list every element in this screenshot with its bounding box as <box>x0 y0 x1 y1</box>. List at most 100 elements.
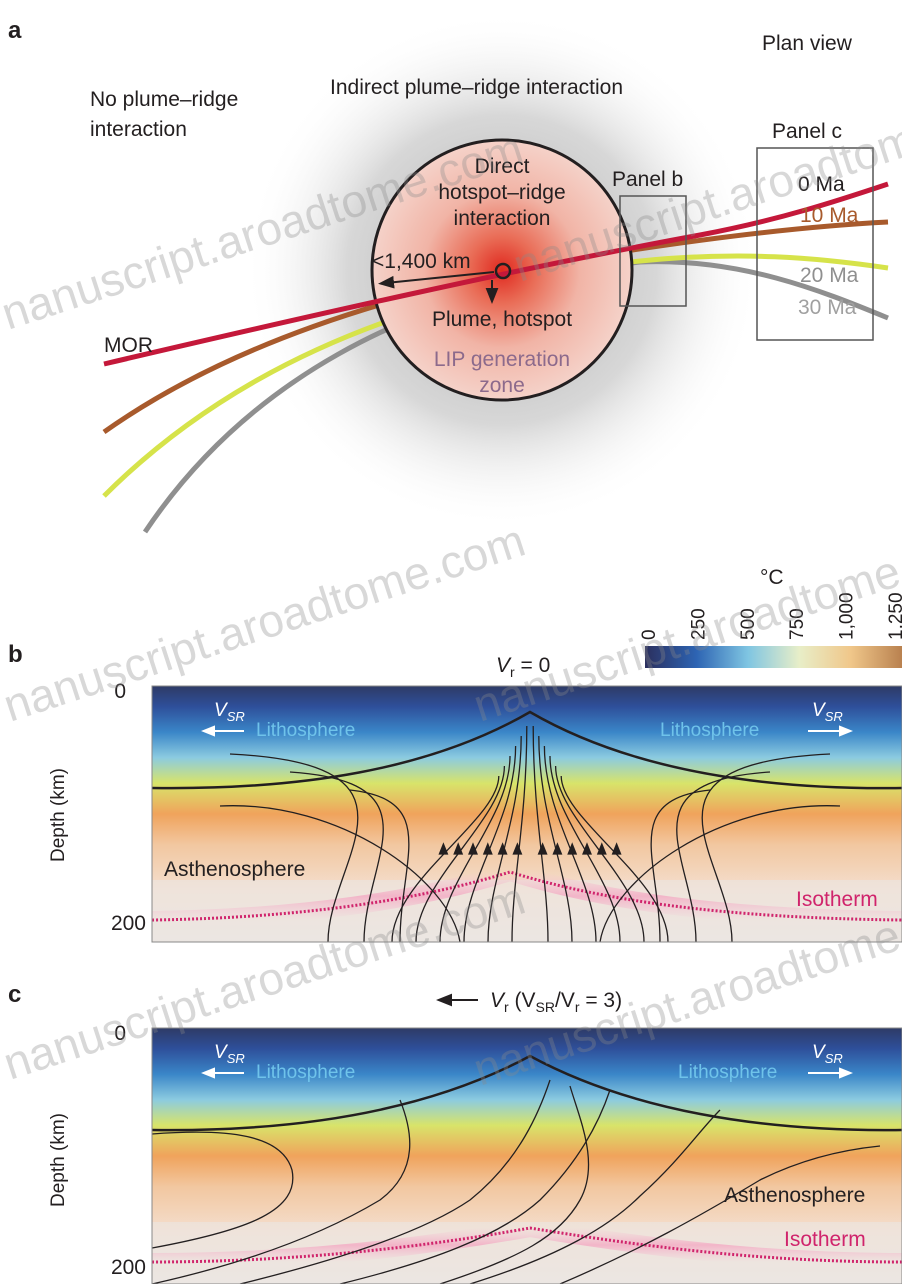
panel-b-letter: b <box>8 641 23 668</box>
vr-subscript: r <box>510 664 515 680</box>
panel-b-depth-axis-label: Depth (km) <box>48 768 69 862</box>
vsr-right-sub: SR <box>825 709 843 724</box>
panel-b-velocity: Vr = 0 <box>496 654 550 680</box>
panel-c-frame <box>151 1027 902 1284</box>
panel-b-section <box>152 686 902 942</box>
panel-c-box-label: Panel c <box>772 120 842 143</box>
panel-c-box <box>756 147 874 341</box>
age-30ma-label: 30 Ma <box>798 296 857 319</box>
panel-b-asthenosphere: Asthenosphere <box>164 858 305 881</box>
flow-arrowhead <box>611 842 622 855</box>
c-vsr-right-symbol: V <box>812 1042 827 1063</box>
flow-arrowhead <box>497 842 508 855</box>
panel-b-vsr-right: VSR <box>812 700 843 724</box>
flow-line <box>152 1099 411 1284</box>
panel-b-lithosphere-right: Lithosphere <box>660 720 759 741</box>
panel-b-lithosphere-left: Lithosphere <box>256 720 355 741</box>
flow-line <box>599 805 841 942</box>
colorbar-tick-label: 1,000 <box>837 592 858 640</box>
hotspot-marker <box>494 262 512 280</box>
flow-arrowhead <box>512 842 523 855</box>
flow-line <box>487 735 522 942</box>
flow-arrowhead <box>567 842 578 855</box>
vsr-right-symbol: V <box>812 700 827 721</box>
panel-b-flow-lines <box>219 725 841 942</box>
age-20ma-label: 20 Ma <box>800 264 859 287</box>
flow-arrowhead <box>537 842 548 855</box>
panel-b-depth-tick-200: 200 <box>111 912 146 935</box>
flow-line <box>511 725 528 942</box>
flow-line <box>701 753 831 942</box>
flow-arrowhead <box>552 842 563 855</box>
c-ratio-value: = 3) <box>580 989 623 1012</box>
panel-b-vsr-left: VSR <box>214 700 245 724</box>
lip-label-2: zone <box>479 374 525 397</box>
panel-c-depth-tick-200: 200 <box>111 1256 146 1279</box>
mor-label: MOR <box>104 334 153 357</box>
panel-c-depth-axis-label: Depth (km) <box>48 1113 69 1207</box>
flow-line <box>239 1079 551 1284</box>
flow-line <box>339 1089 611 1284</box>
lip-label-1: LIP generation <box>434 348 570 371</box>
direct-label-2: hotspot–ridge <box>438 181 565 204</box>
panel-b-box-label: Panel b <box>612 168 683 191</box>
c-vr-sub: r <box>504 999 509 1015</box>
colorbar-tick-label: 500 <box>738 608 759 640</box>
plume-label: Plume, hotspot <box>432 308 572 331</box>
no-interaction-label-2: interaction <box>90 118 187 141</box>
flow-line <box>349 789 410 942</box>
c-vr-symbol: V <box>490 989 506 1012</box>
colorbar-tick-label: 0 <box>639 629 660 640</box>
direct-label-1: Direct <box>475 155 530 178</box>
panel-b-depth-tick-0: 0 <box>114 680 126 703</box>
panel-b-isotherm-band <box>152 862 902 929</box>
panel-b-box <box>619 195 687 307</box>
flow-line <box>650 789 711 942</box>
direct-interaction-zone <box>370 138 634 402</box>
c-vr2-sub: r <box>575 999 580 1015</box>
vsr-left-symbol: V <box>214 700 229 721</box>
panel-c-asthenosphere: Asthenosphere <box>724 1184 865 1207</box>
c-vsr-left-sub: SR <box>227 1051 245 1066</box>
flow-line <box>289 771 384 942</box>
panel-c-flow-lines <box>152 1079 881 1284</box>
panel-c-lithosphere-base <box>152 1054 902 1132</box>
flow-arrowhead <box>438 842 449 855</box>
panel-c-vsr-right: VSR <box>812 1042 843 1066</box>
flow-line <box>152 1131 294 1249</box>
flow-arrowhead <box>482 842 493 855</box>
age-10ma-label: 10 Ma <box>800 204 859 227</box>
age-0ma-label: 0 Ma <box>798 173 845 196</box>
vsr-left-sub: SR <box>227 709 245 724</box>
panel-c-lithosphere-right: Lithosphere <box>678 1062 777 1083</box>
flow-arrowhead <box>468 842 478 855</box>
flow-line <box>229 753 359 942</box>
flow-line <box>676 771 771 942</box>
flow-line <box>538 735 573 942</box>
plan-view-label: Plan view <box>762 32 853 55</box>
panel-b-isotherm-label: Isotherm <box>796 888 878 911</box>
colorbar-tick-label: 250 <box>688 608 709 640</box>
flow-arrowhead <box>596 842 607 855</box>
flow-arrowhead <box>453 842 464 855</box>
panel-b-frame <box>151 685 902 943</box>
c-vsr-left-symbol: V <box>214 1042 229 1063</box>
panel-c-isotherm-label: Isotherm <box>784 1228 866 1251</box>
no-interaction-label-1: No plume–ridge <box>90 88 238 111</box>
vr-equals: = 0 <box>515 654 551 677</box>
ridge-0ma-line <box>103 181 889 367</box>
panel-a-letter: a <box>8 17 22 44</box>
panel-c-vsr-left: VSR <box>214 1042 245 1066</box>
panel-c-depth-tick-0: 0 <box>114 1022 126 1045</box>
flow-line <box>439 1085 590 1284</box>
panel-b-lithosphere-base <box>152 710 902 790</box>
colorbar-ticks: 0 250 500 750 1,000 1,250 <box>639 592 902 640</box>
flow-line <box>469 1109 721 1284</box>
flow-line <box>219 805 461 942</box>
c-vsr-right-sub: SR <box>825 1051 843 1066</box>
direct-label-3: interaction <box>454 207 551 230</box>
c-ratio-open: (V <box>509 989 536 1012</box>
c-vsr-sub: SR <box>536 999 555 1015</box>
